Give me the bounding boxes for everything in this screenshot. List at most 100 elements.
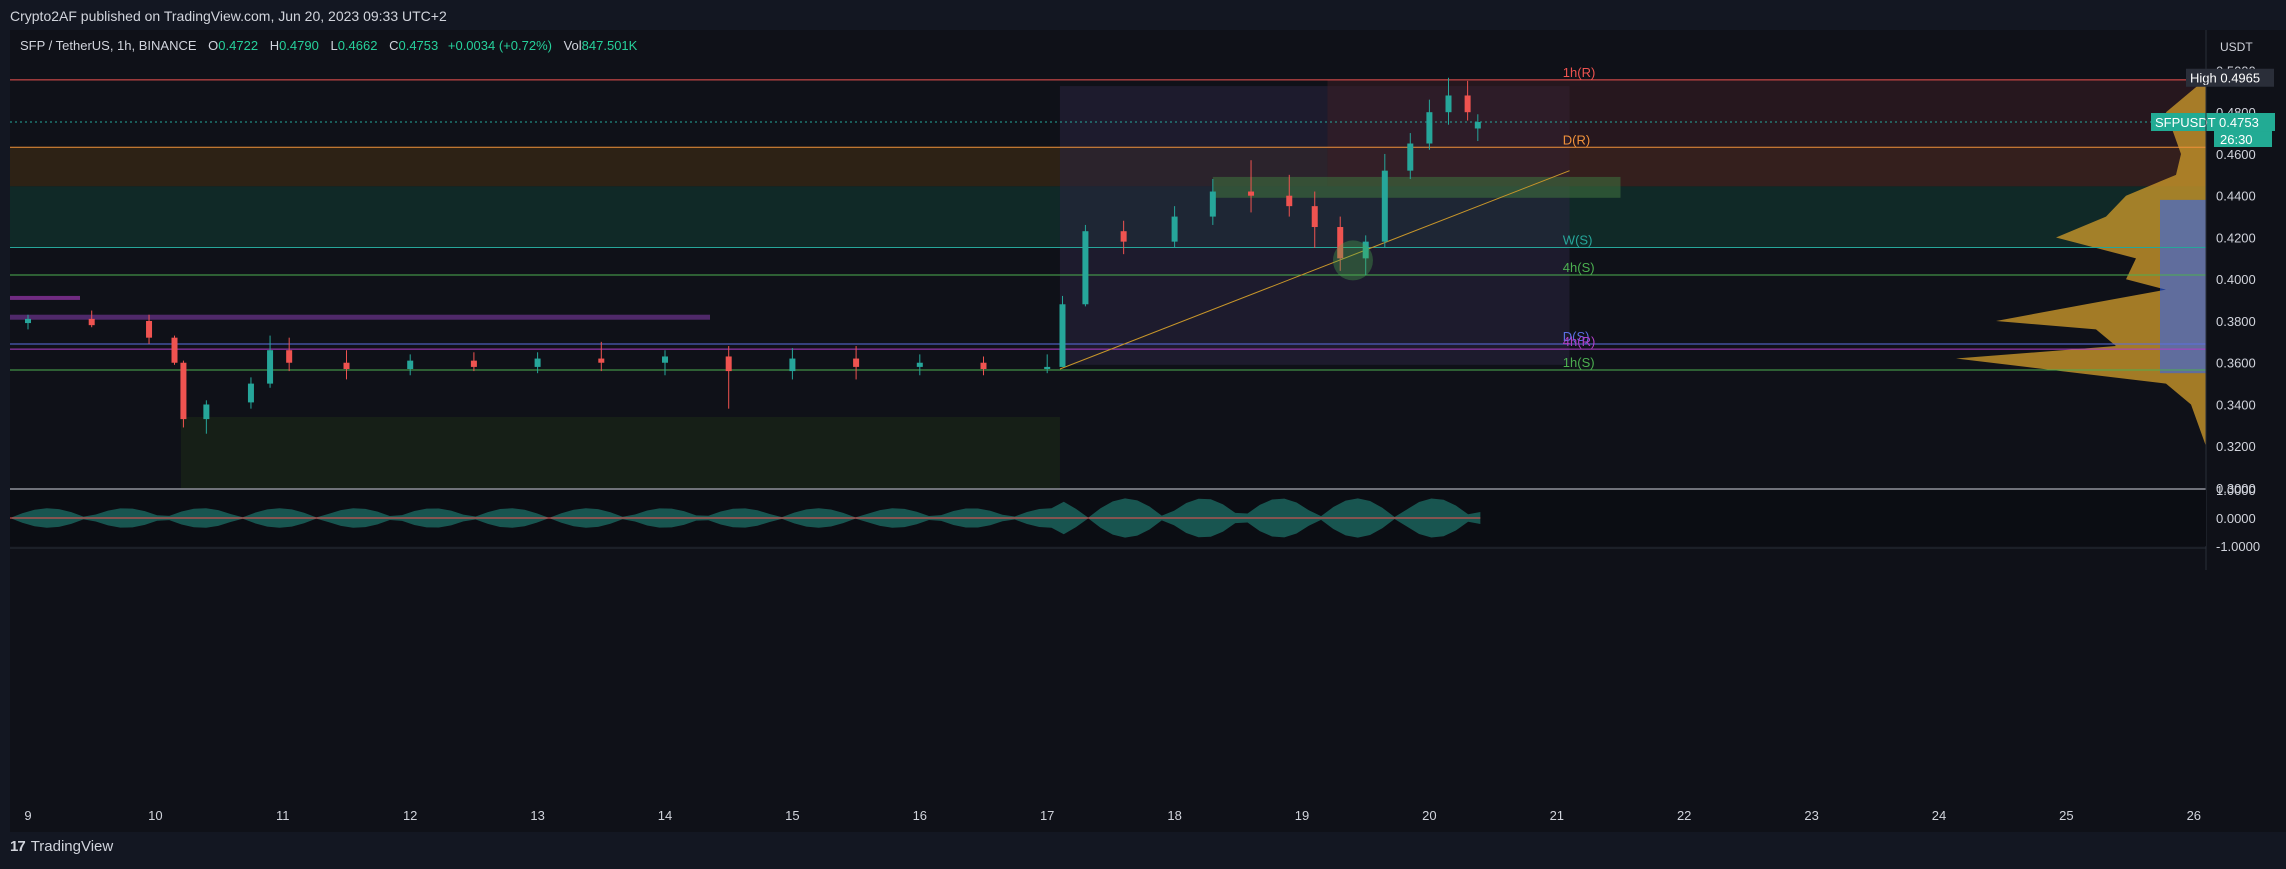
candle-body-34	[1445, 95, 1452, 113]
level-label-1: D(R)	[1563, 132, 1590, 147]
zone-magenta	[10, 314, 710, 320]
high-tag-text: High 0.4965	[2190, 71, 2260, 86]
x-tick-15: 24	[1932, 808, 1946, 823]
candle-body-11	[470, 360, 477, 367]
candle-body-13	[598, 358, 605, 363]
chart-frame[interactable]: 1h(R)D(R)W(S)4h(S)D(S)4h(R)1h(S)0.50000.…	[10, 30, 2286, 832]
level-label-6: 1h(S)	[1563, 355, 1595, 370]
candle-body-25	[1209, 191, 1216, 217]
x-tick-12: 21	[1550, 808, 1564, 823]
open-label: O	[208, 38, 219, 53]
x-tick-17: 26	[2187, 808, 2201, 823]
x-tick-8: 17	[1040, 808, 1054, 823]
close-value: 0.4753	[398, 38, 439, 53]
candle-body-2	[146, 320, 153, 338]
candle-body-17	[853, 358, 860, 367]
high-tag-bg	[2186, 68, 2274, 87]
candle-body-33	[1426, 112, 1433, 144]
tradingview-logo-icon: 17	[10, 838, 26, 855]
zone-red	[1327, 79, 2206, 187]
candle-body-4	[180, 362, 187, 420]
candle-body-30	[1362, 241, 1369, 259]
high-label: H	[269, 38, 280, 53]
candle-body-7	[267, 350, 274, 384]
countdown-tag-text: 26:30	[2220, 132, 2253, 147]
volume-profile-value-area	[2160, 199, 2206, 374]
osc-tick-2: -1.0000	[2216, 539, 2260, 554]
x-tick-7: 16	[913, 808, 927, 823]
volume-value: 847.501K	[581, 38, 638, 53]
level-label-5: 4h(R)	[1563, 334, 1596, 349]
x-tick-3: 12	[403, 808, 417, 823]
footer: 17 TradingView	[10, 838, 113, 855]
x-tick-0: 9	[24, 808, 31, 823]
low-value: 0.4662	[337, 38, 378, 53]
price-chart[interactable]: 1h(R)D(R)W(S)4h(S)D(S)4h(R)1h(S)0.50000.…	[10, 30, 2286, 832]
x-tick-14: 23	[1804, 808, 1818, 823]
candle-body-1	[88, 318, 95, 326]
last-price-tag-text: SFPUSDT 0.4753	[2155, 115, 2259, 130]
footer-brand: TradingView	[30, 838, 114, 855]
countdown-tag-bg	[2214, 131, 2272, 148]
candle-body-22	[1082, 231, 1089, 305]
trendline	[1059, 170, 1570, 370]
level-label-4: D(S)	[1563, 329, 1590, 344]
candle-body-29	[1337, 227, 1344, 259]
candle-body-3	[171, 337, 178, 363]
change-value: +0.0034 (+0.72%)	[447, 38, 552, 53]
open-value: 0.4722	[218, 38, 259, 53]
candle-body-12	[534, 358, 541, 367]
last-price-tag-bg	[2151, 113, 2275, 132]
zone-magenta-small	[10, 295, 80, 300]
candle-body-35	[1464, 95, 1471, 113]
symbol-name[interactable]: SFP / TetherUS, 1h, BINANCE	[20, 38, 197, 53]
y-tick-7: 0.3600	[2216, 356, 2256, 371]
level-label-2: W(S)	[1563, 232, 1593, 247]
candle-body-26	[1248, 191, 1255, 196]
candle-body-5	[203, 404, 210, 420]
candle-body-36	[1474, 122, 1481, 129]
axis-unit[interactable]: USDT	[2220, 40, 2253, 54]
candle-body-27	[1286, 195, 1293, 207]
y-tick-10: 0.3000	[2216, 481, 2256, 496]
candle-body-28	[1311, 206, 1318, 228]
osc-tick-0: 1.0000	[2216, 483, 2256, 498]
x-tick-6: 15	[785, 808, 799, 823]
published-caption: Crypto2AF published on TradingView.com, …	[10, 8, 447, 24]
candle-body-15	[725, 356, 732, 372]
x-tick-11: 20	[1422, 808, 1436, 823]
zone-darkgreen	[180, 417, 1060, 488]
y-tick-2: 0.4600	[2216, 147, 2256, 162]
candle-body-23	[1120, 231, 1127, 242]
candle-body-14	[662, 356, 668, 363]
x-tick-13: 22	[1677, 808, 1691, 823]
candle-body-20	[1044, 366, 1051, 369]
close-label: C	[389, 38, 399, 53]
symbol-legend: SFP / TetherUS, 1h, BINANCE O0.4722 H0.4…	[20, 38, 637, 53]
volume-profile	[1956, 78, 2206, 447]
osc-tick-1: 0.0000	[2216, 511, 2256, 526]
x-tick-16: 25	[2059, 808, 2073, 823]
candle-body-21	[1059, 304, 1066, 367]
candle-body-18	[916, 362, 923, 367]
candle-body-10	[407, 360, 414, 369]
y-tick-5: 0.4000	[2216, 272, 2256, 287]
y-tick-6: 0.3800	[2216, 314, 2256, 329]
candle-body-31	[1381, 170, 1388, 242]
candle-body-0	[25, 318, 31, 324]
x-tick-10: 19	[1295, 808, 1309, 823]
candle-body-8	[286, 350, 293, 363]
high-value: 0.4790	[279, 38, 319, 53]
level-label-0: 1h(R)	[1563, 65, 1596, 80]
candle-body-16	[789, 358, 796, 372]
zone-green	[1212, 176, 1621, 198]
x-tick-4: 13	[530, 808, 544, 823]
x-tick-2: 11	[276, 808, 290, 823]
volume-label: Vol	[563, 38, 582, 53]
y-tick-4: 0.4200	[2216, 230, 2256, 245]
candle-body-6	[247, 383, 254, 403]
low-label: L	[330, 38, 338, 53]
y-tick-3: 0.4400	[2216, 189, 2256, 204]
candle-body-19	[980, 362, 987, 369]
y-tick-8: 0.3400	[2216, 397, 2256, 412]
